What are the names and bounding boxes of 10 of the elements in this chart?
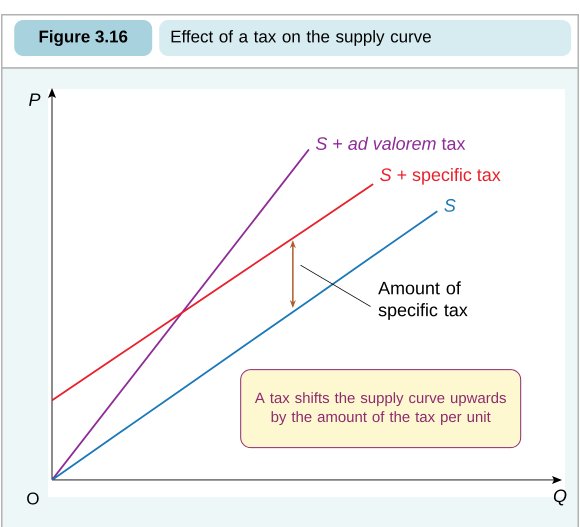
chart-subtitle: Effect of a tax on the supply curve — [172, 30, 431, 46]
annotation: A tax shifts the supply curve upwards by the amount of the tax per unit — [254, 392, 506, 426]
chart-title: Figure 3.16 — [40, 30, 128, 46]
y-axis-title: P — [29, 94, 40, 106]
text: O — [27, 492, 39, 505]
series-label: S + ad valorem tax — [316, 136, 466, 150]
series-label: S + specific tax — [380, 168, 501, 185]
series-label: S — [444, 199, 456, 212]
annotation: Amount of specific tax — [378, 281, 468, 320]
x-axis-title: Q — [554, 489, 566, 506]
